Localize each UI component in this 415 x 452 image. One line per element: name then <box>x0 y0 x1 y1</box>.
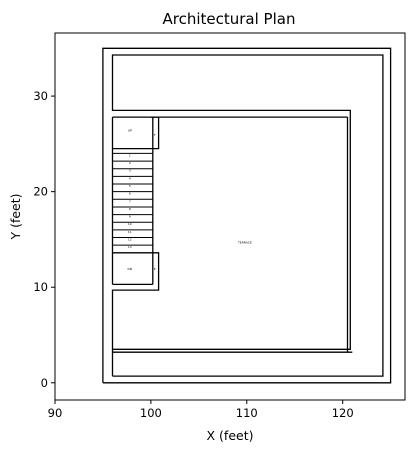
room-label: F <box>154 133 156 137</box>
y-tick-label: 30 <box>33 89 48 103</box>
room-label: E <box>154 267 156 271</box>
wall-inner-boundary <box>111 54 384 377</box>
x-tick-label: 110 <box>236 406 258 420</box>
tread-number: 5 <box>129 184 131 188</box>
wall-landing-top <box>112 116 160 150</box>
tread-number: 6 <box>129 192 131 196</box>
room-label: TERRACE <box>237 240 252 244</box>
y-tick-label: 20 <box>33 185 48 199</box>
tread-number: 9 <box>129 215 131 219</box>
room-label: UP <box>128 128 132 132</box>
tread-number: 10 <box>128 222 132 226</box>
x-tick-label: 100 <box>140 406 162 420</box>
plot-frame <box>54 32 406 401</box>
tread-number: 12 <box>128 238 132 242</box>
x-axis-label: X (feet) <box>207 428 254 443</box>
tread-number: 1 <box>129 153 131 157</box>
tread-number: 2 <box>129 161 131 165</box>
tread-number: 7 <box>129 199 131 203</box>
y-axis-label: Y (feet) <box>8 193 23 240</box>
tread-number: 8 <box>129 207 131 211</box>
wall-landing-bottom-box <box>111 252 160 350</box>
wall-outer-boundary <box>102 47 392 384</box>
tread-number: 11 <box>128 230 132 234</box>
y-tick-label: 0 <box>41 376 48 390</box>
chart-title: Architectural Plan <box>163 10 296 28</box>
y-tick-label: 10 <box>33 280 48 294</box>
x-tick-label: 120 <box>332 406 354 420</box>
room-label: DN <box>128 267 133 271</box>
tread-number: 3 <box>129 169 131 173</box>
x-tick-label: 90 <box>48 406 63 420</box>
tread-number: 13 <box>128 245 132 249</box>
tread-number: 4 <box>129 176 131 180</box>
